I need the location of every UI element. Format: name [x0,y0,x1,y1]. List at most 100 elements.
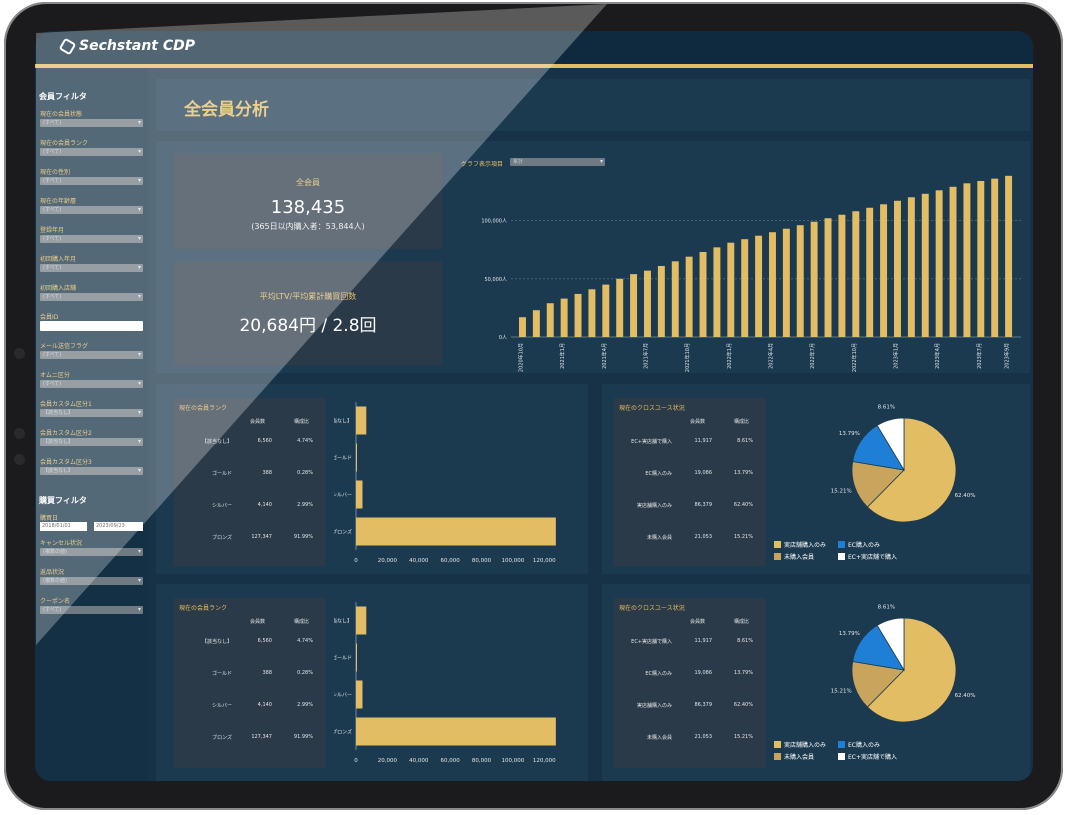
trend-bar[interactable] [685,256,693,337]
trend-bar[interactable] [546,303,554,337]
trend-bar[interactable] [796,225,804,337]
pie-legend: 実店舗購入のみ EC購入のみ 未購入会員 EC+実店舗で購入 [774,740,974,770]
trend-bar[interactable] [921,193,929,337]
row-ratio: 15.21% [733,734,753,740]
filter-select[interactable]: 【該当なし】 [40,438,143,446]
trend-bar[interactable] [671,261,679,337]
legend-item: EC+実店舗で購入 [838,552,897,561]
pie-slice[interactable] [851,661,905,708]
x-tick-label: 2022年10月 [851,343,858,372]
trend-bar[interactable] [519,317,526,337]
cross-use-table: 現在のクロスユース状況 会員数 構成比 EC+実店舗で購入 11,917 8.61% EC購… [614,398,766,566]
cross-use-pie-chart: 62.40% 15.21% 13.79% 8.61% [831,604,976,723]
legend-item: 実店舗購入のみ [774,540,826,549]
app-logo[interactable]: Sechstant CDP [58,37,195,55]
side-button [14,428,25,439]
row-label: ブロンズ [212,735,232,741]
trend-bar[interactable] [894,200,901,337]
rank-bar[interactable] [356,643,357,672]
purchase-filter-select[interactable]: (複数の値) [40,577,143,585]
rank-bar[interactable] [356,606,367,635]
filter-select[interactable]: (すべて) [40,264,143,272]
trend-bar[interactable] [657,265,665,337]
trend-bar[interactable] [769,232,776,337]
pie-slice[interactable] [876,617,905,672]
trend-bar[interactable] [741,239,749,337]
trend-bar[interactable] [991,178,999,337]
rank-bar[interactable] [356,480,363,509]
row-ratio: 0.28% [297,670,313,676]
trend-bar[interactable] [588,289,596,337]
pie-slice-label: 13.79% [839,631,860,637]
y-tick-label: 0人 [499,335,507,341]
trend-bar[interactable] [852,211,860,337]
legend-swatch [838,753,845,760]
pie-slice[interactable] [851,461,905,508]
trend-bar[interactable] [1005,175,1013,337]
trend-bar[interactable] [866,207,874,337]
x-tick-label: 20,000 [378,758,398,764]
trend-bar[interactable] [713,247,721,337]
pie-slice[interactable] [876,417,905,472]
trend-bar[interactable] [977,180,985,337]
pie-slice[interactable] [866,417,957,523]
row-count: 86,379 [694,702,713,708]
app-header: Sechstant CDP [35,31,1033,65]
filter-select[interactable]: (すべて) [40,119,143,127]
filter-select[interactable]: (すべて) [40,177,143,185]
rank-bar[interactable] [356,443,357,472]
x-tick-label: 120,000 [533,558,556,564]
filter-select[interactable]: 【該当なし】 [40,467,143,475]
x-tick-label: 2021年4月 [601,343,608,369]
trend-bar[interactable] [935,190,943,337]
x-tick-label: 2021年10月 [684,343,691,372]
member-id-input[interactable] [40,321,143,331]
graph-item-select[interactable]: 累計 [510,158,605,166]
purchase-filter-select[interactable]: (すべて) [40,606,143,614]
row-count: 19,086 [694,470,713,476]
trend-bar[interactable] [782,228,790,337]
row-label: 実店舗購入のみ [636,503,672,509]
trend-bar[interactable] [824,218,832,337]
purchase-filter-select[interactable]: (複数の値) [40,548,143,556]
pie-slice[interactable] [866,617,957,723]
trend-bar[interactable] [963,183,971,337]
filter-select[interactable]: (すべて) [40,293,143,301]
trend-bar[interactable] [727,242,735,337]
trend-bar[interactable] [630,274,638,337]
trend-bar[interactable] [644,270,651,337]
col-header-count: 会員数 [690,419,706,425]
filter-select[interactable]: (すべて) [40,206,143,214]
filter-select[interactable]: (すべて) [40,148,143,156]
trend-bar[interactable] [699,252,707,337]
legend-swatch [774,553,781,560]
trend-bar[interactable] [560,298,568,337]
trend-bar[interactable] [616,278,624,337]
x-tick-label: 60,000 [441,558,461,564]
trend-bar[interactable] [880,204,888,337]
row-count: 6,560 [257,638,272,644]
filter-select[interactable]: (すべて) [40,235,143,243]
rank-bar[interactable] [356,680,363,709]
trend-bar[interactable] [907,197,915,337]
date-to-input[interactable]: 2023/09/23 [94,522,143,531]
trend-bar[interactable] [532,310,540,337]
date-from-input[interactable]: 2018/01/01 [40,522,87,531]
filter-select[interactable]: 【該当なし】 [40,409,143,417]
trend-bar[interactable] [574,293,582,337]
rank-bar[interactable] [356,717,556,746]
purchase-filter-label: クーポン名 [40,598,71,605]
rank-bar[interactable] [356,406,367,435]
category-label: 【該当なし】 [334,618,352,625]
purchase-filter-title: 購買フィルタ [39,496,87,505]
trend-bar[interactable] [810,221,818,337]
x-tick-label: 2023年7月 [976,343,983,369]
filter-select[interactable]: (すべて) [40,380,143,388]
rank-bar[interactable] [356,517,556,546]
trend-bar[interactable] [755,235,763,337]
trend-bar[interactable] [949,186,957,337]
x-tick-label: 2020年10月 [517,343,524,372]
trend-bar[interactable] [838,214,846,337]
filter-select[interactable]: (すべて) [40,351,143,359]
trend-bar[interactable] [602,284,610,337]
